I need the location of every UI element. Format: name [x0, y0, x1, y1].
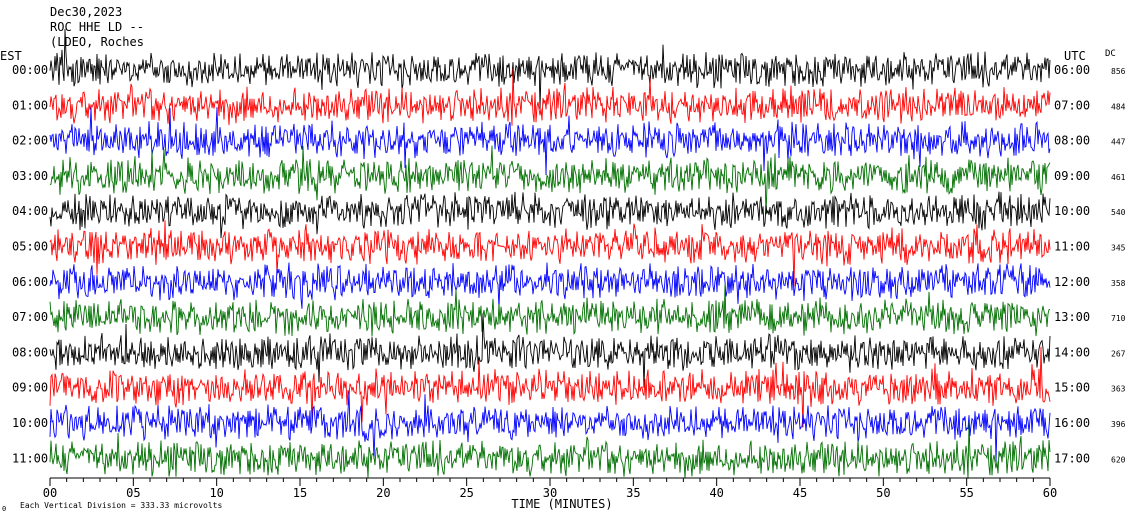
est-tick-label: 08:00 [12, 345, 48, 359]
utc-tick-label: 06:00 [1054, 63, 1090, 77]
trace-row-0600 [49, 262, 1051, 309]
est-tick-label: 01:00 [12, 98, 48, 112]
est-tick-label: 06:00 [12, 275, 48, 289]
dc-value: 856 [1111, 67, 1126, 76]
dc-value: 358 [1111, 279, 1126, 288]
header-date: Dec30,2023 [50, 5, 122, 19]
x-tick-label: 15 [293, 486, 307, 500]
utc-tick-label: 12:00 [1054, 275, 1090, 289]
utc-tick-label: 16:00 [1054, 416, 1090, 430]
est-tick-label: 11:00 [12, 451, 48, 465]
utc-tick-label: 15:00 [1054, 381, 1090, 395]
utc-tick-label: 17:00 [1054, 451, 1090, 465]
utc-tick-label: 08:00 [1054, 134, 1090, 148]
x-tick-label: 10 [209, 486, 223, 500]
trace-group [49, 28, 1051, 479]
dc-value: 710 [1111, 314, 1126, 323]
est-tick-label: 07:00 [12, 310, 48, 324]
trace-row-0100 [49, 68, 1051, 126]
dc-label: DC [1105, 49, 1116, 59]
dc-value: 345 [1111, 244, 1126, 253]
est-tick-label: 05:00 [12, 240, 48, 254]
x-tick-label: 35 [626, 486, 640, 500]
utc-tick-label: 11:00 [1054, 240, 1090, 254]
header-station: ROC HHE LD -- [50, 20, 144, 34]
utc-tick-label: 07:00 [1054, 98, 1090, 112]
x-tick-label: 05 [126, 486, 140, 500]
est-tick-label: 09:00 [12, 381, 48, 395]
dc-value: 396 [1111, 420, 1126, 429]
dc-value: 363 [1111, 385, 1126, 394]
row-label-group: 00:00 06:00 856 01:00 07:00 484 02:00 08:00 447 0… [12, 63, 1126, 465]
trace-row-1000 [49, 391, 1051, 462]
dc-value: 484 [1111, 102, 1126, 111]
trace-row-0300 [49, 145, 1051, 214]
dc-value: 620 [1111, 455, 1126, 464]
trace-row-0700 [49, 284, 1051, 337]
trace-row-0400 [49, 191, 1051, 239]
est-tick-label: 03:00 [12, 169, 48, 183]
dc-value: 267 [1111, 349, 1126, 358]
x-axis-title: TIME (MINUTES) [511, 497, 612, 511]
trace-row-0000 [49, 28, 1051, 109]
footer-marker: 0 [2, 505, 6, 513]
trace-row-1100 [49, 421, 1051, 479]
est-tick-label: 02:00 [12, 134, 48, 148]
est-tick-label: 04:00 [12, 204, 48, 218]
utc-tick-label: 10:00 [1054, 204, 1090, 218]
trace-row-0800 [49, 313, 1051, 388]
utc-label: UTC [1064, 49, 1086, 63]
trace-row-0200 [49, 107, 1051, 176]
x-tick-label: 30 [543, 486, 557, 500]
x-tick-label: 45 [793, 486, 807, 500]
dc-value: 540 [1111, 208, 1126, 217]
est-tick-label: 00:00 [12, 63, 48, 77]
x-tick-label: 40 [709, 486, 723, 500]
x-tick-group: 00 05 10 15 20 25 30 35 40 45 50 55 60 [43, 478, 1057, 500]
x-tick-label: 25 [459, 486, 473, 500]
x-tick-label: 00 [43, 486, 57, 500]
x-tick-label: 50 [876, 486, 890, 500]
utc-tick-label: 09:00 [1054, 169, 1090, 183]
trace-row-0900 [49, 346, 1051, 428]
utc-tick-label: 13:00 [1054, 310, 1090, 324]
trace-row-0500 [49, 220, 1051, 287]
scale-note: Each Vertical Division = 333.33 microvol… [20, 501, 222, 510]
dc-value: 447 [1111, 138, 1126, 147]
x-tick-label: 20 [376, 486, 390, 500]
utc-tick-label: 14:00 [1054, 345, 1090, 359]
est-label: EST [0, 49, 22, 63]
header-network: (LDEO, Roches [50, 35, 144, 49]
x-tick-label: 60 [1043, 486, 1057, 500]
dc-value: 461 [1111, 173, 1126, 182]
est-tick-label: 10:00 [12, 416, 48, 430]
x-tick-label: 55 [959, 486, 973, 500]
